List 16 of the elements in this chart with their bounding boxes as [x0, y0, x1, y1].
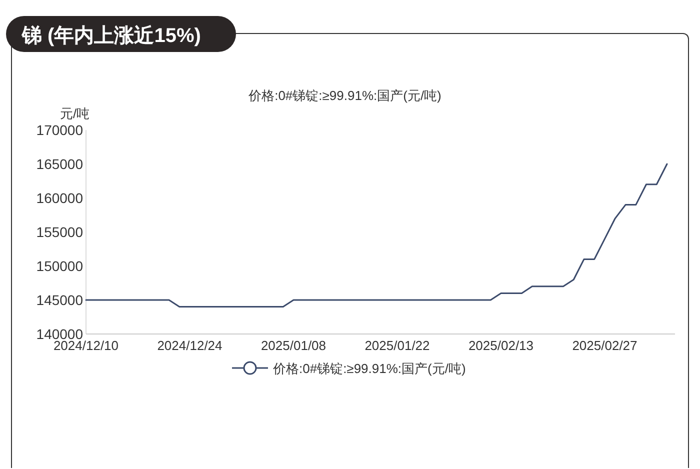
y-tick-label: 160000 [36, 190, 84, 206]
y-tick-label: 145000 [36, 292, 84, 308]
x-tick-label: 2025/02/27 [572, 338, 638, 353]
chart-title: 锑 (年内上涨近15%) [21, 24, 201, 47]
x-tick-label: 2024/12/24 [157, 338, 222, 353]
x-tick-label: 2025/01/08 [260, 338, 326, 353]
y-tick-label: 170000 [36, 122, 84, 138]
y-tick-label: 150000 [36, 258, 84, 274]
chart-subtitle: 价格:0#锑锭:≥99.91%:国产(元/吨) [248, 88, 442, 103]
y-axis-title: 元/吨 [60, 106, 90, 121]
x-tick-label: 2025/02/13 [468, 338, 534, 353]
y-tick-label: 165000 [36, 156, 84, 172]
legend-label: 价格:0#锑锭:≥99.91%:国产(元/吨) [272, 361, 466, 376]
y-tick-label: 155000 [36, 224, 84, 240]
x-tick-label: 2025/01/22 [364, 338, 430, 353]
line-series [85, 163, 668, 308]
